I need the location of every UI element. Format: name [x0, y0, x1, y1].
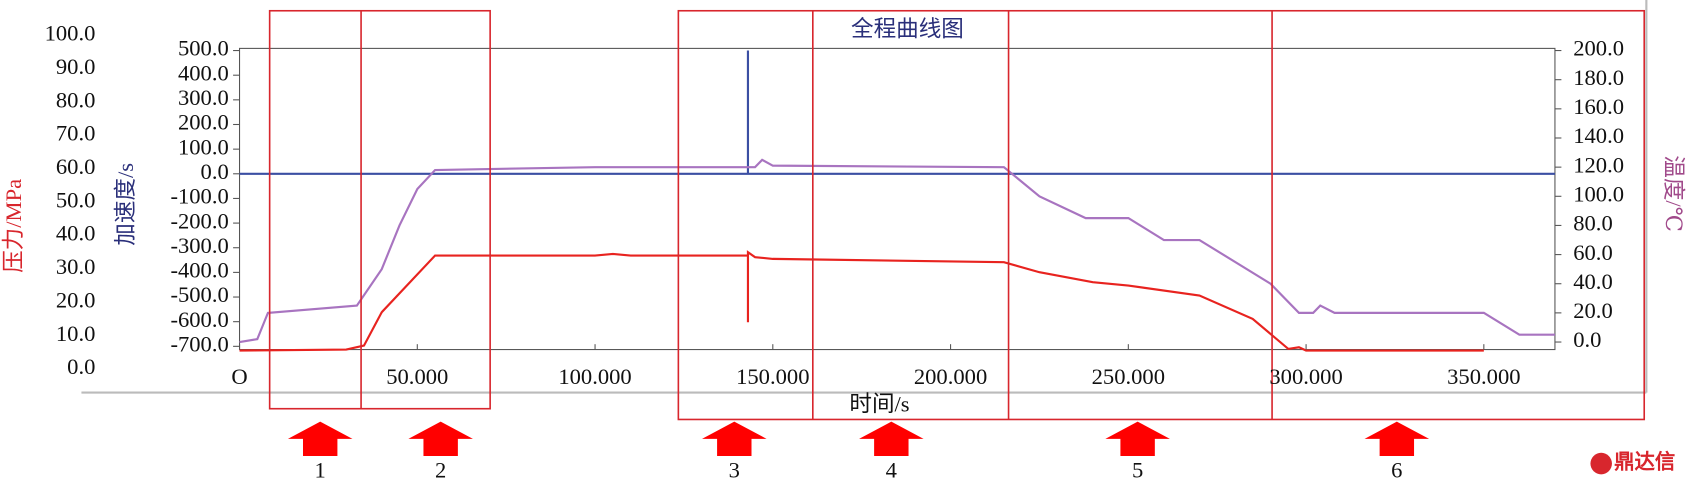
stage-arrow: [859, 421, 924, 457]
y-tick-label: 80.0: [56, 87, 96, 112]
x-tick-label: 100.000: [558, 364, 631, 389]
x-tick-label: O: [231, 364, 247, 389]
x-axis-label: 时间/s: [849, 392, 909, 417]
x-tick-label: 50.000: [386, 364, 448, 389]
y-tick-label: -600.0: [170, 307, 228, 332]
y-tick-label: 80.0: [1573, 211, 1613, 236]
y-tick-label: 30.0: [56, 254, 96, 279]
stage-label: 5: [1132, 457, 1143, 482]
y-tick-label: 0.0: [1573, 327, 1601, 352]
x-tick-label: 350.000: [1447, 364, 1520, 389]
stage-boxes: [268, 9, 1646, 421]
series-line: [239, 50, 1555, 175]
stage-box: [677, 9, 1646, 421]
y-tick-label: 20.0: [56, 287, 96, 312]
y-tick-label: -400.0: [170, 258, 228, 283]
y-tick-label: 50.0: [56, 187, 96, 212]
y-tick-label: -200.0: [170, 208, 228, 233]
x-tick-label: 200.000: [914, 364, 987, 389]
y-tick-label: 40.0: [56, 221, 96, 246]
y-tick-label: 300.0: [178, 85, 229, 110]
y-tick-label: -100.0: [170, 184, 228, 209]
y-tick-label: 90.0: [56, 54, 96, 79]
stage-label: 1: [315, 457, 326, 482]
y-tick-label: 20.0: [1573, 298, 1613, 323]
y-tick-label: 400.0: [178, 60, 229, 85]
y-tick-label: 500.0: [178, 36, 229, 61]
stage-arrow: [408, 421, 473, 457]
y-tick-label: 70.0: [56, 121, 96, 146]
x-tick-label: 250.000: [1092, 364, 1165, 389]
y-tick-label: 40.0: [1573, 269, 1613, 294]
x-tick-label: 150.000: [736, 364, 809, 389]
stage-label: 3: [729, 457, 740, 482]
x-tick-label: 300.000: [1269, 364, 1342, 389]
y-tick-label: 100.0: [178, 134, 229, 159]
stage-box: [268, 9, 491, 410]
plot-area: [239, 50, 1555, 352]
y2-axis-label: 温度/℃: [1661, 155, 1686, 232]
y3-axis-label: 加速度/s: [113, 163, 138, 246]
y-tick-label: 0.0: [201, 159, 229, 184]
y-tick-label: 140.0: [1573, 123, 1624, 148]
stage-arrow: [1105, 421, 1170, 457]
y-tick-label: 10.0: [56, 321, 96, 346]
y-tick-label: 100.0: [45, 21, 96, 46]
y-tick-label: -700.0: [170, 332, 228, 357]
series-line: [239, 158, 1555, 344]
stage-arrow: [287, 421, 353, 457]
watermark: 鼎达信: [1614, 449, 1675, 473]
y-tick-label: 0.0: [67, 354, 95, 379]
y-tick-label: -300.0: [170, 233, 228, 258]
stage-label: 4: [886, 457, 897, 482]
y-tick-label: 60.0: [56, 154, 96, 179]
series-line: [239, 250, 1484, 352]
logo-icon: [1590, 452, 1612, 475]
y-tick-label: -500.0: [170, 282, 228, 307]
y-tick-label: 160.0: [1573, 94, 1624, 119]
stage-label: 6: [1391, 457, 1402, 482]
y-axis-label: 压力/MPa: [1, 179, 26, 273]
stage-label: 2: [435, 457, 446, 482]
stage-arrow: [702, 421, 767, 457]
y-tick-label: 200.0: [178, 110, 229, 135]
y-tick-label: 180.0: [1573, 65, 1624, 90]
chart-title: 全程曲线图: [851, 16, 964, 41]
y-tick-label: 120.0: [1573, 152, 1624, 177]
y-tick-label: 200.0: [1573, 36, 1624, 61]
y-tick-label: 60.0: [1573, 240, 1613, 265]
y-tick-label: 100.0: [1573, 181, 1624, 206]
